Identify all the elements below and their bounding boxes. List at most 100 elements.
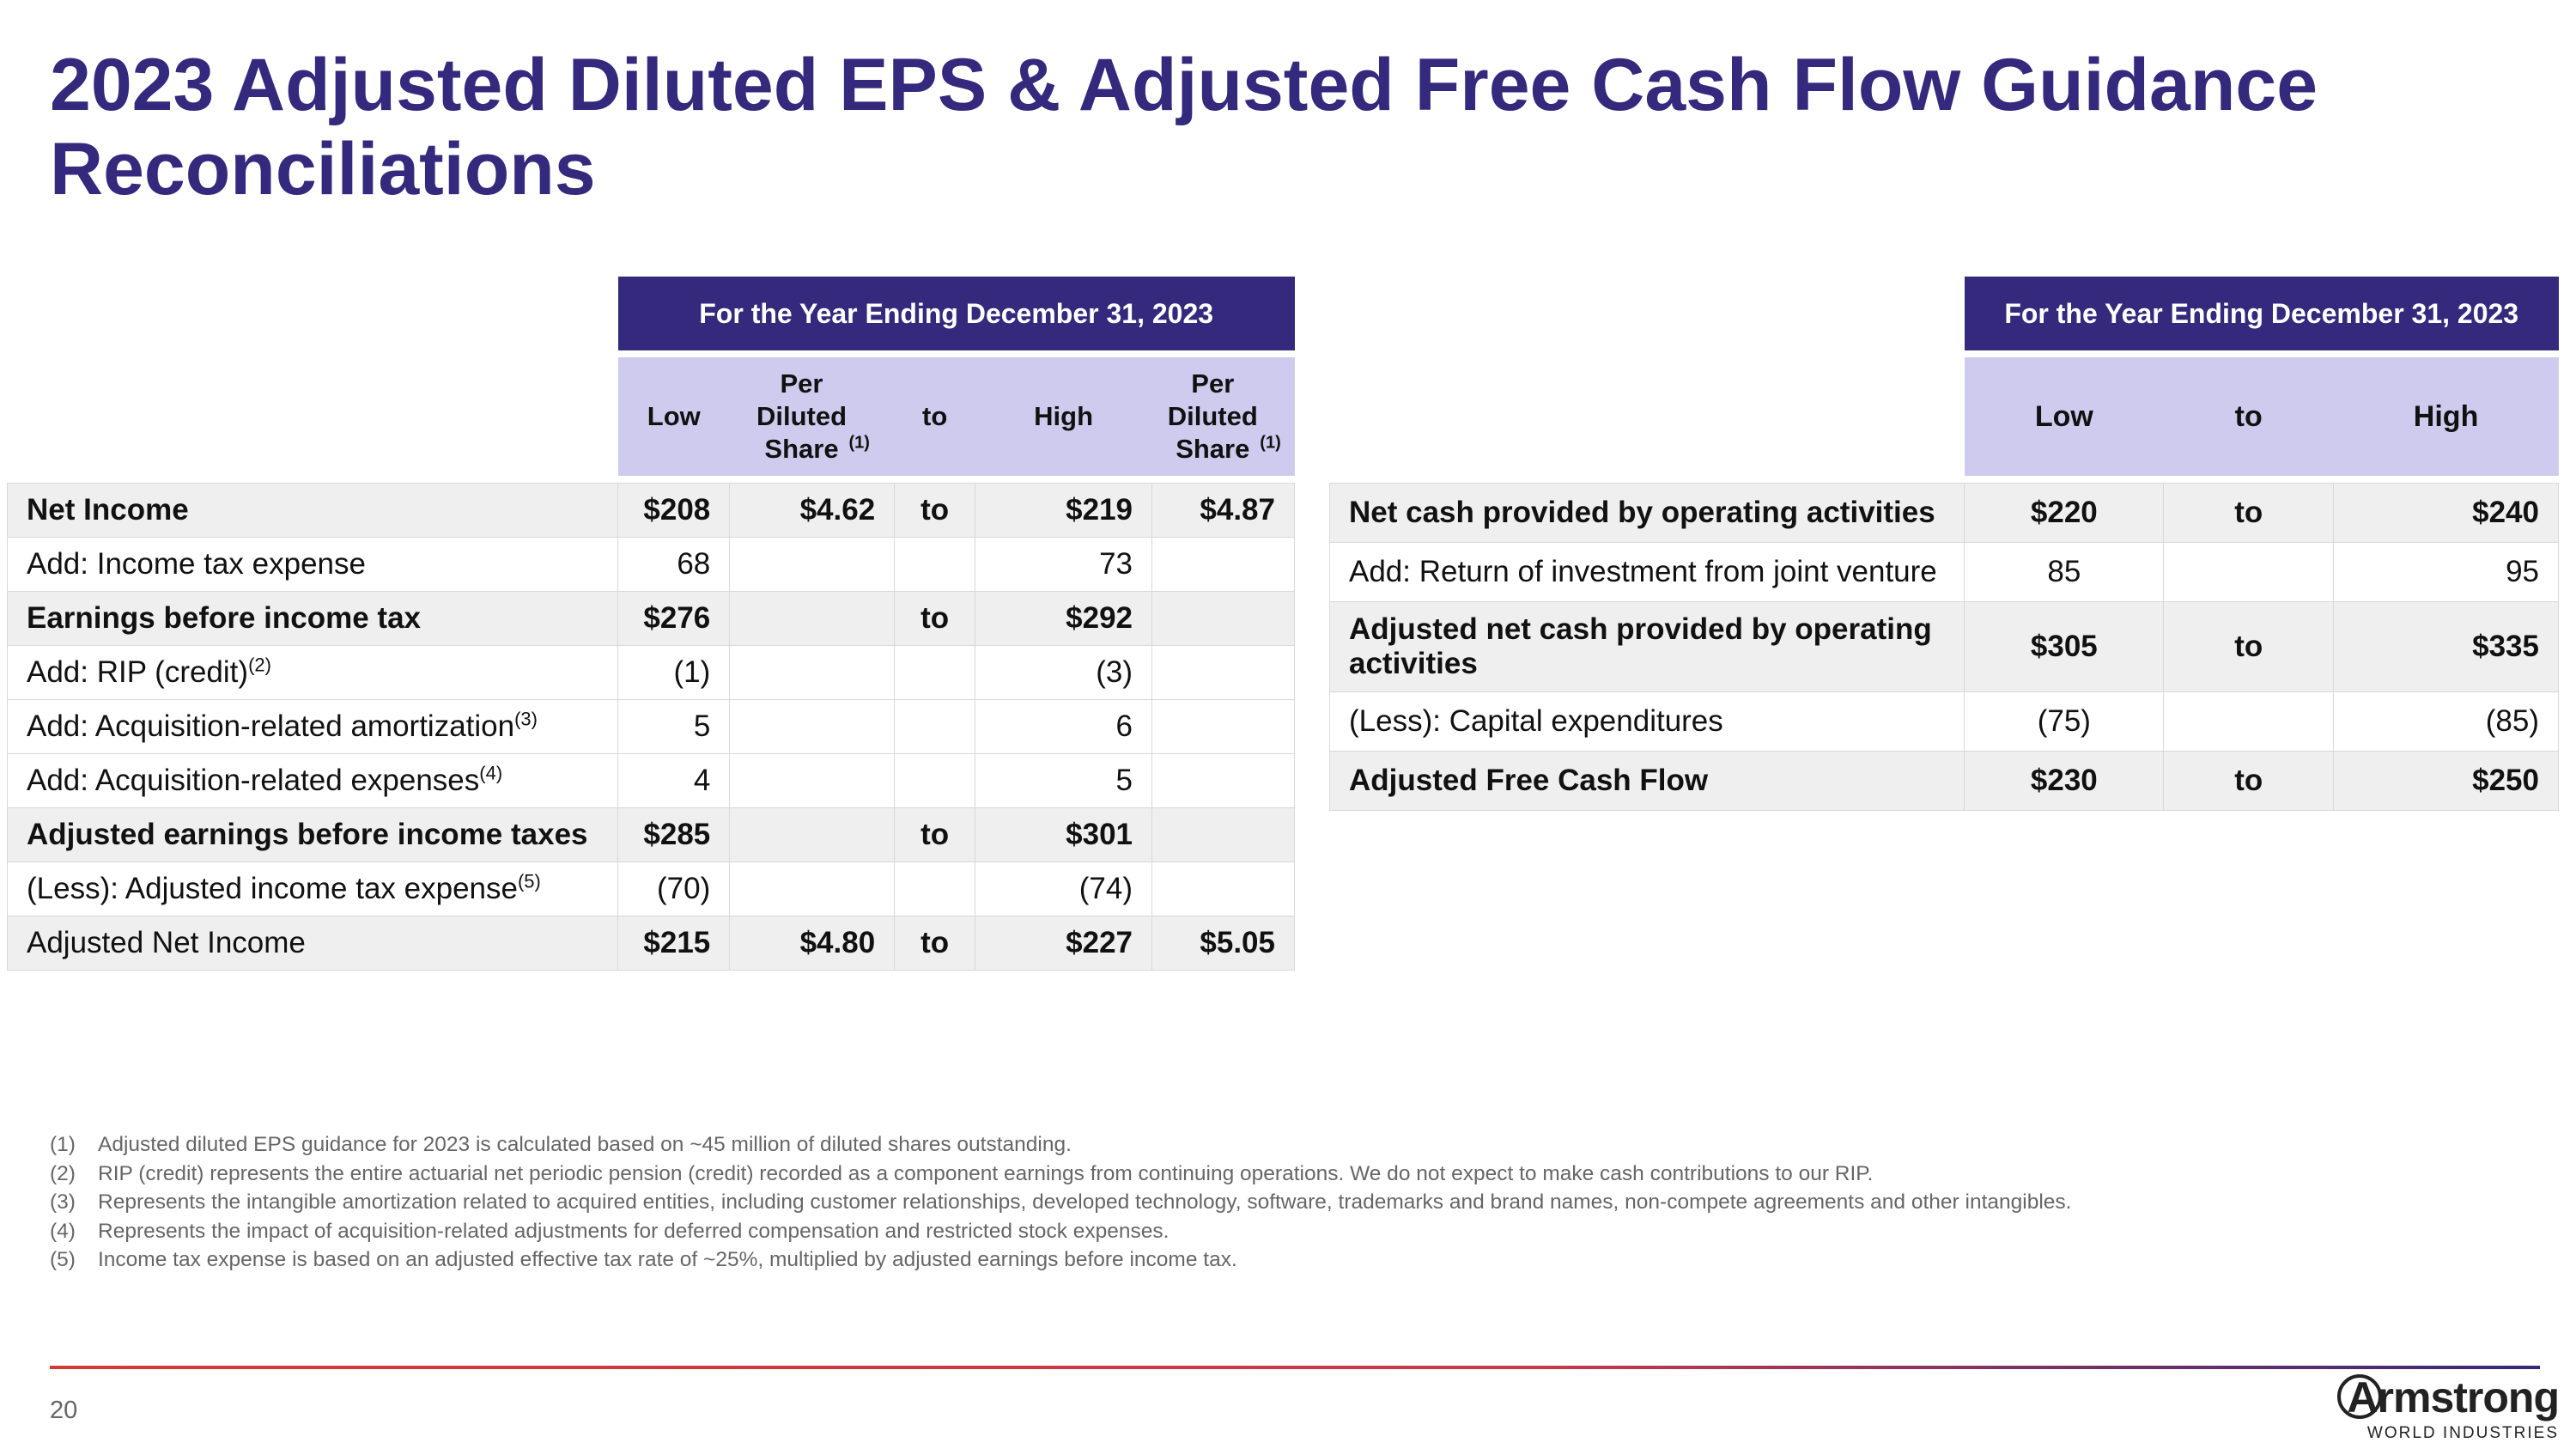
fcf-reconciliation-table: For the Year Ending December 31, 2023 Lo… xyxy=(1328,277,2559,811)
row-label: Add: Acquisition-related amortization(3) xyxy=(6,699,619,754)
row-label-text: Add: Acquisition-related expenses xyxy=(27,764,480,797)
footnote-ref: (4) xyxy=(479,762,503,784)
to-cell xyxy=(894,753,976,808)
high-value: $292 xyxy=(975,591,1153,646)
col-header-to: to xyxy=(894,357,975,476)
low-value: $230 xyxy=(1964,751,2165,811)
to-cell xyxy=(2163,542,2335,602)
table-row: Add: Income tax expense 68 73 xyxy=(6,537,1295,592)
table-row: Net cash provided by operating activitie… xyxy=(1328,483,2559,543)
table-row: (Less): Capital expenditures (75) (85) xyxy=(1328,691,2559,752)
footnote-number: (3) xyxy=(50,1190,76,1214)
low-value: $285 xyxy=(617,807,731,862)
to-cell xyxy=(894,537,976,592)
high-per-share: $5.05 xyxy=(1151,916,1295,971)
to-cell: to xyxy=(894,807,976,862)
low-per-share xyxy=(729,645,896,700)
to-cell: to xyxy=(2163,483,2335,543)
footnotes: (1) Adjusted diluted EPS guidance for 202… xyxy=(50,1130,2523,1275)
footnote-ref: (3) xyxy=(514,708,538,730)
high-per-share xyxy=(1151,699,1295,754)
high-value: 73 xyxy=(975,537,1153,592)
col-header-per-share-label: Per Diluted Share xyxy=(1167,368,1258,464)
low-per-share xyxy=(729,861,896,916)
table-row: Net Income $208 $4.62 to $219 $4.87 xyxy=(6,483,1295,538)
row-label-text: Add: Acquisition-related amortization xyxy=(27,709,515,743)
col-header-to: to xyxy=(2163,357,2334,476)
footnote-text: RIP (credit) represents the entire actua… xyxy=(98,1161,1874,1185)
low-value: $305 xyxy=(1964,601,2165,692)
footnote-number: (1) xyxy=(50,1133,76,1156)
high-value: 6 xyxy=(975,699,1153,754)
col-header-per-share-high: Per Diluted Share (1) xyxy=(1151,357,1295,476)
row-label-text: Net Income xyxy=(27,493,189,527)
footnote: (4) Represents the impact of acquisition-… xyxy=(50,1217,2523,1246)
low-value: 4 xyxy=(617,753,731,808)
footnote-ref: (5) xyxy=(517,870,541,892)
to-cell: to xyxy=(2163,751,2335,811)
low-per-share xyxy=(729,753,896,808)
fcf-period-header: For the Year Ending December 31, 2023 xyxy=(1964,277,2559,350)
footnote-ref: (2) xyxy=(248,654,271,676)
footnote-ref: (1) xyxy=(1260,433,1281,453)
low-value: $220 xyxy=(1964,483,2165,543)
row-label-text: (Less): Adjusted income tax expense xyxy=(27,872,518,905)
row-label: Add: Income tax expense xyxy=(6,537,619,592)
table-row: Add: Return of investment from joint ven… xyxy=(1328,542,2559,602)
logo-subtitle: WORLD INDUSTRIES xyxy=(2366,1424,2559,1442)
page-title: 2023 Adjusted Diluted EPS & Adjusted Fre… xyxy=(50,44,2318,210)
low-per-share xyxy=(729,699,896,754)
low-per-share xyxy=(729,537,896,592)
row-label: Adjusted Net Income xyxy=(6,916,619,971)
col-header-per-share-label: Per Diluted Share xyxy=(756,368,848,464)
col-header-high: High xyxy=(2333,357,2559,476)
footnote-number: (5) xyxy=(50,1248,76,1271)
high-value: (85) xyxy=(2333,691,2559,752)
row-label: (Less): Adjusted income tax expense(5) xyxy=(6,861,619,916)
high-value: 5 xyxy=(975,753,1153,808)
row-label: Earnings before income tax xyxy=(6,591,619,646)
low-per-share: $4.62 xyxy=(729,483,896,538)
footnote: (5) Income tax expense is based on an adj… xyxy=(50,1245,2523,1275)
low-value: 68 xyxy=(617,537,731,592)
row-label: Add: RIP (credit)(2) xyxy=(6,645,619,700)
header-spacer xyxy=(8,357,618,476)
footnote-number: (2) xyxy=(50,1161,76,1185)
table-row: Adjusted net cash provided by operating … xyxy=(1328,601,2559,692)
high-per-share xyxy=(1151,591,1295,646)
high-value: (3) xyxy=(975,645,1153,700)
high-value: $335 xyxy=(2333,601,2559,692)
row-label: Add: Acquisition-related expenses(4) xyxy=(6,753,619,808)
high-per-share xyxy=(1151,645,1295,700)
high-value: 95 xyxy=(2333,542,2559,602)
row-label: Adjusted earnings before income taxes xyxy=(6,807,619,862)
high-per-share xyxy=(1151,753,1295,808)
footnote: (2) RIP (credit) represents the entire ac… xyxy=(50,1160,2523,1189)
table-row: Adjusted Free Cash Flow $230 to $250 xyxy=(1328,751,2559,811)
table-row: Add: RIP (credit)(2) (1) (3) xyxy=(6,645,1295,700)
footnote-text: Income tax expense is based on an adjust… xyxy=(98,1248,1237,1271)
high-value: $240 xyxy=(2333,483,2559,543)
header-spacer xyxy=(8,277,618,350)
high-value: $250 xyxy=(2333,751,2559,811)
col-header-per-share-low: Per Diluted Share (1) xyxy=(729,357,895,476)
footer-divider xyxy=(50,1366,2540,1369)
row-label-text: Add: Income tax expense xyxy=(27,547,366,581)
col-header-high: High xyxy=(975,357,1152,476)
table-row: Adjusted earnings before income taxes $2… xyxy=(6,807,1295,862)
row-label: Adjusted Free Cash Flow xyxy=(1328,751,1965,811)
low-value: (70) xyxy=(617,861,731,916)
logo-wordmark: Armstrong xyxy=(2347,1373,2560,1422)
low-value: $215 xyxy=(617,916,731,971)
footnote-text: Represents the intangible amortization r… xyxy=(98,1190,2072,1214)
low-value: 85 xyxy=(1964,542,2165,602)
low-per-share: $4.80 xyxy=(729,916,896,971)
row-label: Net Income xyxy=(6,483,619,538)
table-row: Earnings before income tax $276 to $292 xyxy=(6,591,1295,646)
header-spacer xyxy=(1330,357,1965,476)
eps-reconciliation-table: For the Year Ending December 31, 2023 Lo… xyxy=(6,277,1295,971)
row-label: Adjusted net cash provided by operating … xyxy=(1328,601,1965,692)
row-label: Add: Return of investment from joint ven… xyxy=(1328,542,1965,602)
low-value: $276 xyxy=(617,591,731,646)
row-label-text: Adjusted Net Income xyxy=(27,926,306,959)
